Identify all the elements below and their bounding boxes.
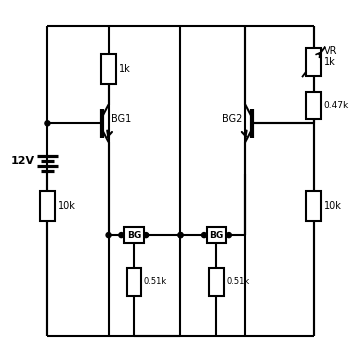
- Text: 0.51k: 0.51k: [144, 277, 167, 286]
- Text: 12V: 12V: [11, 156, 35, 166]
- FancyBboxPatch shape: [101, 54, 116, 84]
- Text: 10k: 10k: [323, 201, 342, 211]
- Circle shape: [45, 121, 50, 126]
- Circle shape: [144, 232, 149, 237]
- FancyBboxPatch shape: [306, 191, 321, 222]
- FancyBboxPatch shape: [306, 48, 321, 76]
- Circle shape: [226, 232, 231, 237]
- Text: BG: BG: [209, 231, 223, 240]
- FancyBboxPatch shape: [127, 268, 141, 296]
- Text: 0.51k: 0.51k: [227, 277, 250, 286]
- FancyBboxPatch shape: [209, 268, 224, 296]
- Text: 10k: 10k: [57, 201, 75, 211]
- Text: 1k: 1k: [119, 64, 130, 74]
- Circle shape: [106, 232, 111, 237]
- Text: BG: BG: [127, 231, 141, 240]
- Text: 0.47k: 0.47k: [323, 101, 349, 110]
- Circle shape: [119, 232, 124, 237]
- FancyBboxPatch shape: [40, 191, 55, 222]
- Bar: [124, 227, 144, 243]
- Text: BG1: BG1: [112, 114, 132, 124]
- Circle shape: [201, 232, 206, 237]
- Bar: [206, 227, 226, 243]
- Circle shape: [178, 232, 183, 237]
- Circle shape: [178, 232, 183, 237]
- Text: BG2: BG2: [222, 114, 242, 124]
- FancyBboxPatch shape: [306, 92, 321, 119]
- Text: VR
1k: VR 1k: [323, 46, 337, 67]
